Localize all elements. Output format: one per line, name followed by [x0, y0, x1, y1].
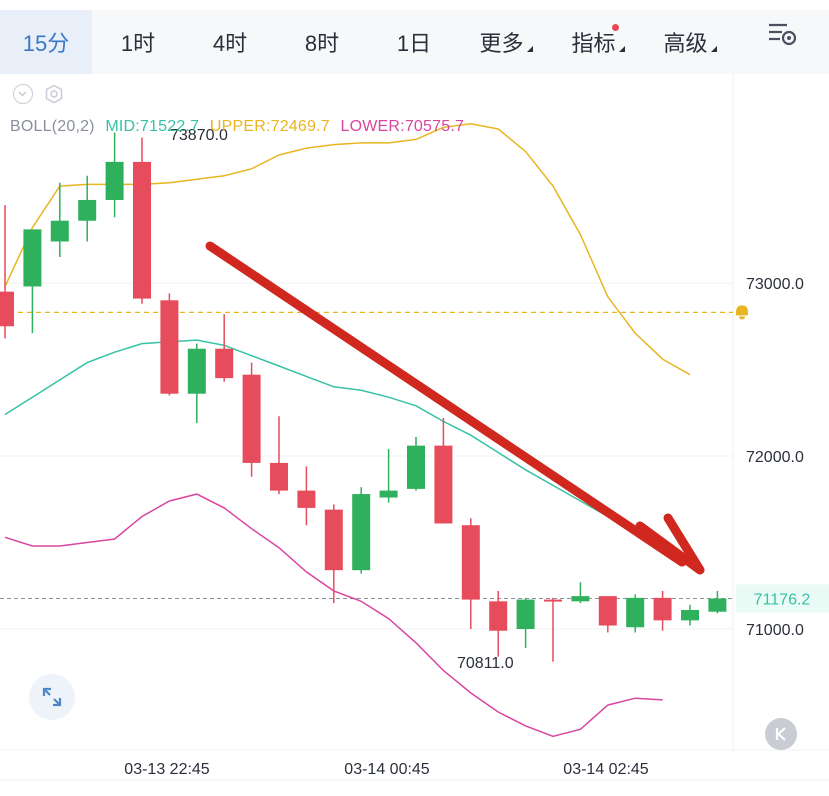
y-tick-label: 73000.0 [746, 276, 804, 293]
x-tick-label: 03-14 00:45 [344, 761, 430, 778]
tab-2[interactable]: 4时 [184, 10, 276, 74]
collapse-indicator-icon[interactable] [13, 84, 33, 104]
boll-legend-lower: LOWER:70575.7 [340, 118, 465, 135]
current-price-label: 71176.2 [754, 592, 811, 609]
candle-body [489, 601, 508, 631]
caret-icon [710, 46, 717, 52]
caret-icon [618, 46, 625, 52]
tab-5[interactable]: 更多 [460, 10, 552, 74]
tab-label: 4时 [212, 31, 248, 56]
x-tick-label: 03-13 22:45 [124, 761, 210, 778]
candle-body [626, 597, 645, 628]
candle-body [571, 596, 590, 602]
candle-body [516, 599, 535, 629]
candle-body [708, 598, 727, 612]
boll-legend-upper: UPPER:72469.7 [209, 118, 330, 135]
back-to-latest-button[interactable] [765, 718, 797, 750]
tab-label: 更多 [479, 31, 524, 56]
chart-settings-button[interactable] [760, 16, 804, 48]
candle-body [352, 494, 371, 571]
tab-1[interactable]: 1时 [92, 10, 184, 74]
kline-chart[interactable]: 73000.0 72000.0 71000.0 03-13 22:45 03-14 00… [0, 74, 829, 796]
candle-body [50, 220, 69, 242]
candle-body [379, 490, 398, 498]
tab-label: 1时 [120, 31, 156, 56]
candle-body [0, 291, 14, 327]
candle-body [407, 445, 425, 489]
tab-label: 指标 [571, 31, 616, 56]
chart-settings-icon [769, 23, 797, 46]
timeframe-tabbar: 15分 1时 4时 8时 1日 更多 指标 高级 [0, 10, 829, 74]
candle-body [160, 300, 179, 394]
tab-0[interactable]: 15分 [0, 10, 92, 74]
candle-body [461, 525, 480, 600]
notification-dot [612, 24, 619, 31]
caret-icon [526, 46, 533, 52]
candle-body [242, 374, 261, 463]
tab-label: 1日 [396, 31, 432, 56]
boll-legend-name: BOLL(20,2) [10, 118, 95, 135]
current-price-tag [736, 584, 829, 613]
downtrend-arrow-shaft [205, 241, 687, 567]
boll-legend: BOLL(20,2) MID:71522.7 UPPER:72469.7 LOW… [10, 118, 470, 136]
tab-4[interactable]: 1日 [368, 10, 460, 74]
low-price-label: 70811.0 [457, 655, 514, 672]
candle-body [681, 609, 699, 621]
x-tick-label: 03-14 02:45 [563, 761, 649, 778]
y-tick-label: 71000.0 [746, 622, 804, 639]
candle-body [653, 597, 672, 621]
candle-body [78, 199, 97, 221]
candle-body [544, 599, 562, 602]
candle-body [23, 229, 42, 287]
candle-body [297, 490, 316, 508]
boll-mid-line [4, 339, 663, 544]
candle-body [133, 161, 151, 299]
y-tick-label: 72000.0 [746, 449, 804, 466]
indicator-settings-icon[interactable] [44, 84, 64, 104]
candle-body [324, 509, 343, 571]
tab-6[interactable]: 指标 [552, 10, 644, 74]
candle-body [187, 348, 206, 394]
tab-label: 15分 [22, 31, 70, 56]
high-price-label: 73870.0 [170, 127, 228, 144]
tab-7[interactable]: 高级 [644, 10, 736, 74]
tab-label: 8时 [304, 31, 340, 56]
candle-body [598, 596, 617, 626]
expand-icon [42, 687, 62, 707]
fullscreen-button[interactable] [29, 674, 75, 720]
candle-body [270, 462, 288, 491]
tab-label: 高级 [663, 31, 708, 56]
k-icon [775, 727, 786, 741]
downtrend-arrow-head [635, 513, 705, 575]
candle-body [105, 161, 124, 200]
candle-body [434, 445, 453, 524]
tab-3[interactable]: 8时 [276, 10, 368, 74]
boll-legend-mid: MID:71522.7 [105, 118, 200, 135]
kline-chart-canvas: 73000.0 72000.0 71000.0 03-13 22:45 03-14 00… [0, 74, 829, 781]
bell-icon [736, 305, 748, 320]
candle-body [215, 348, 234, 379]
